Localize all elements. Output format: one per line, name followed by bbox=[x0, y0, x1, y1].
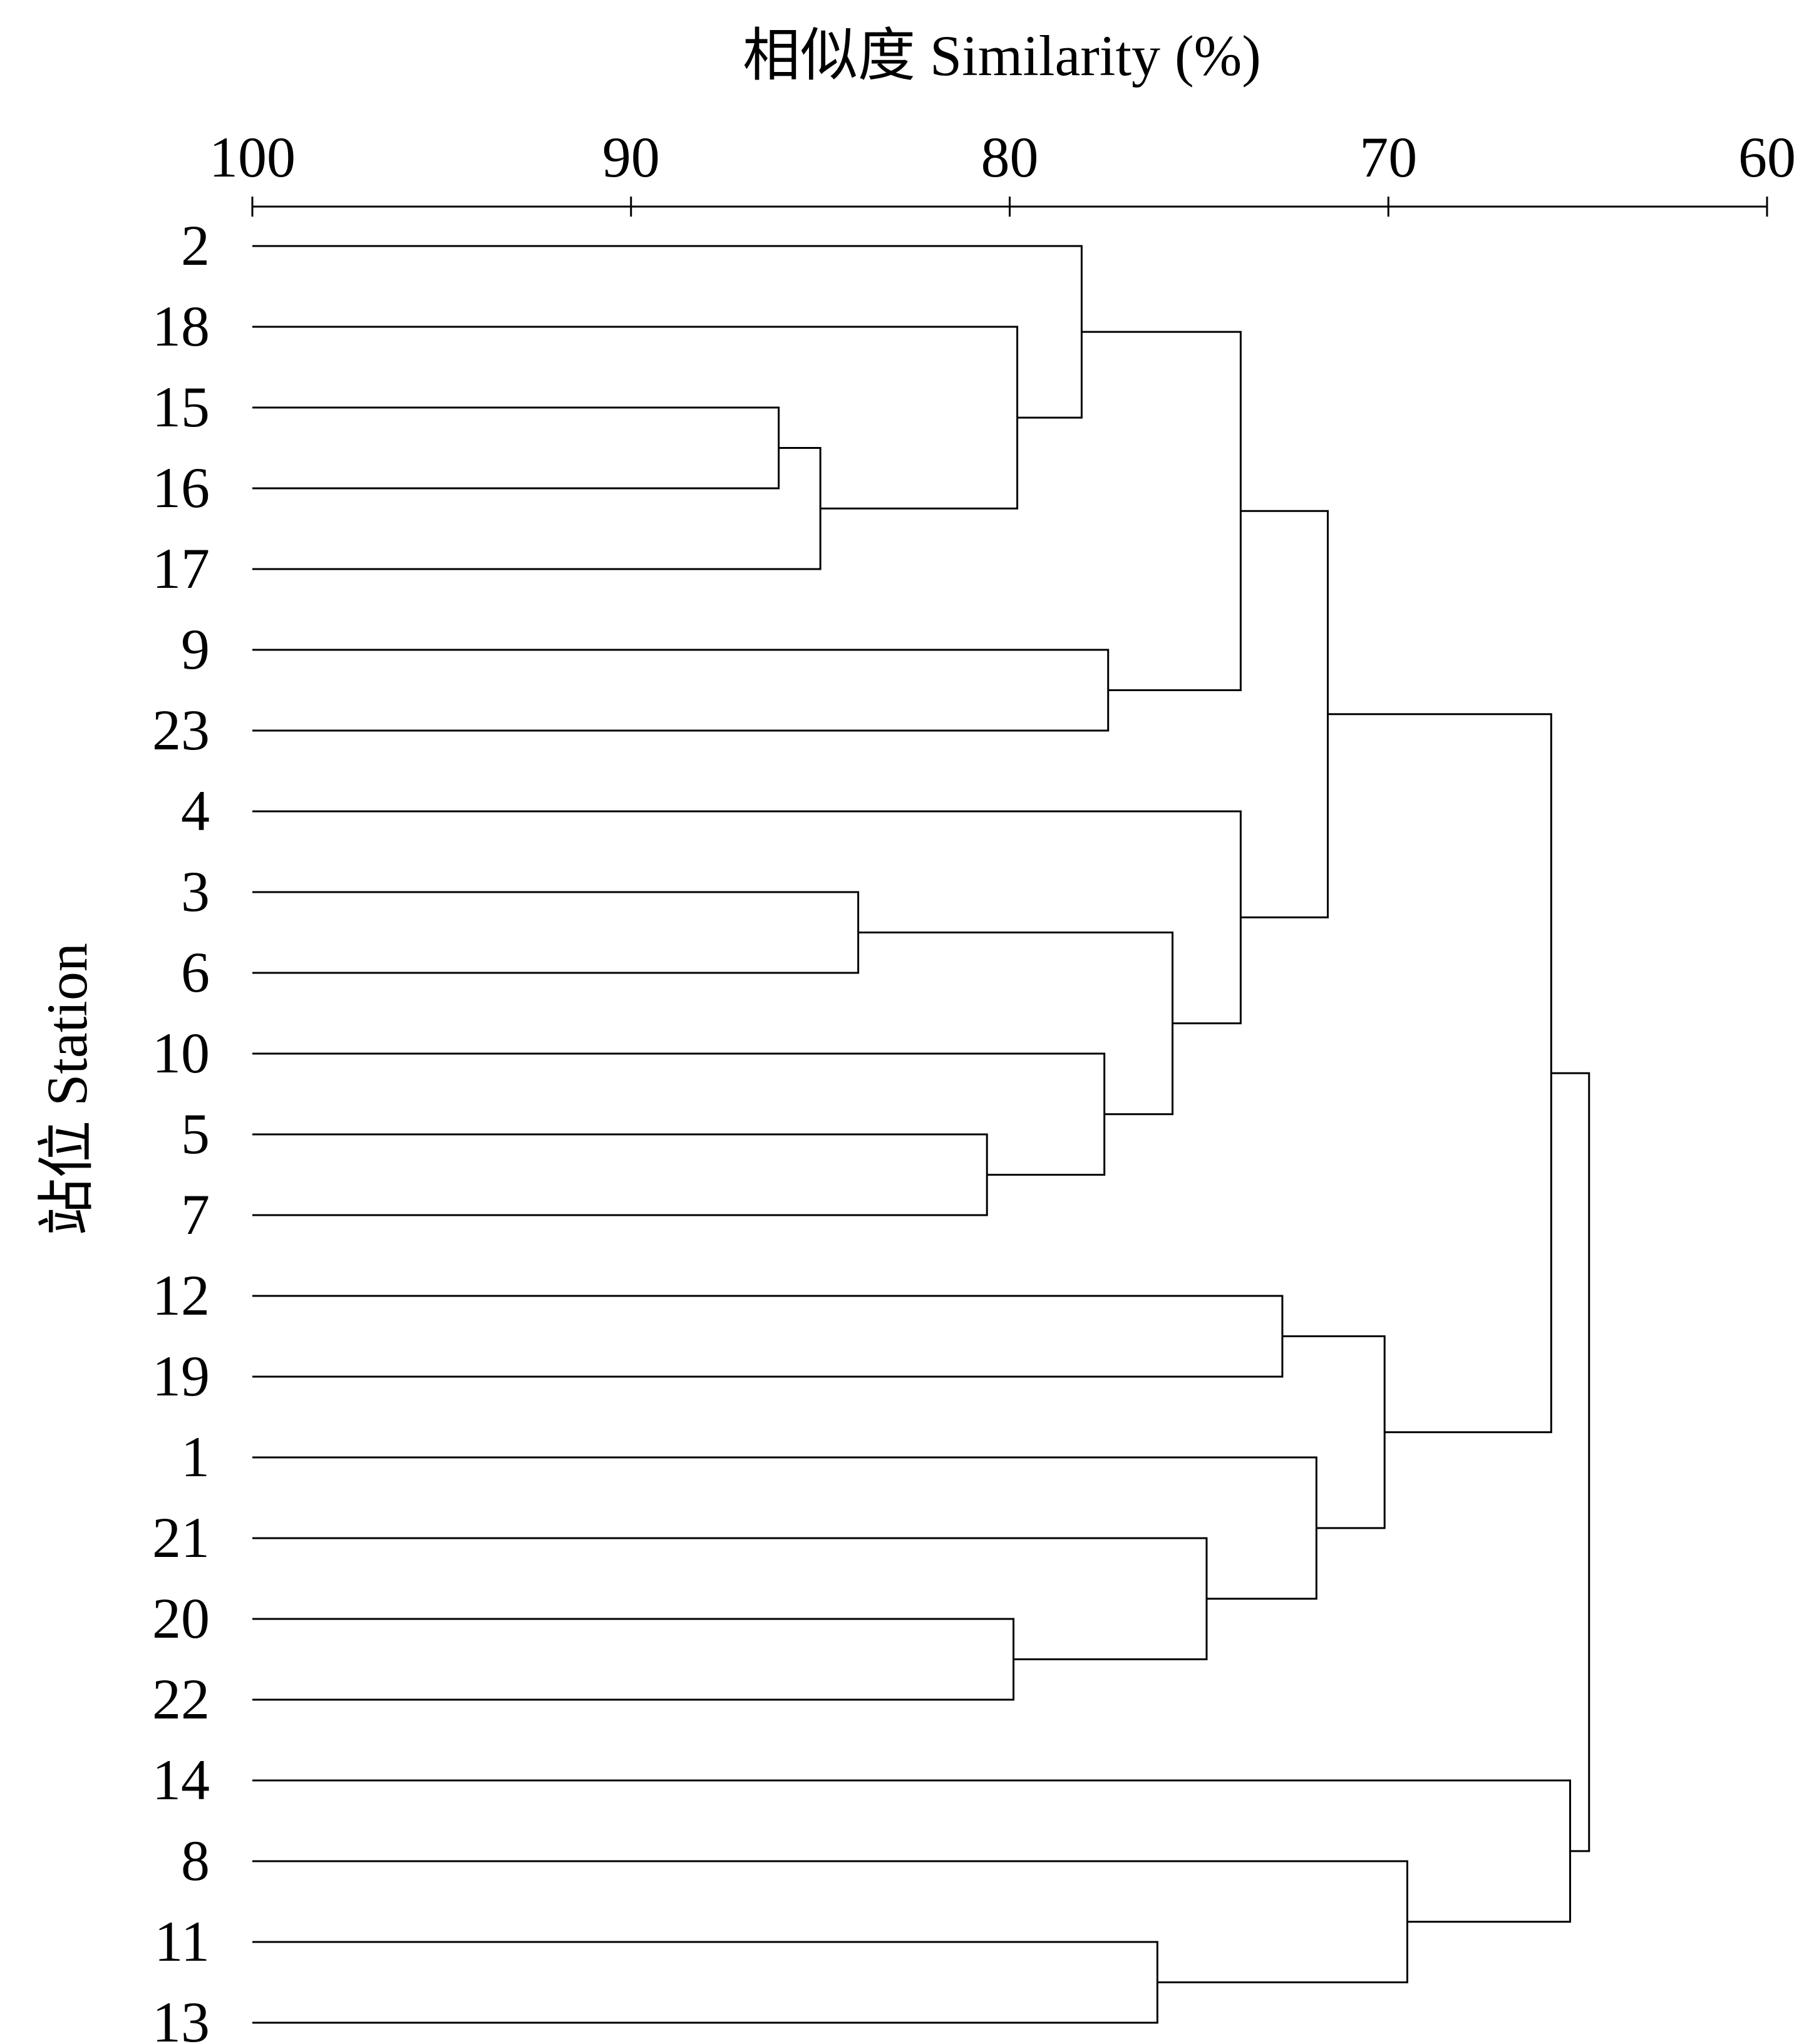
dendrogram-link bbox=[252, 1133, 988, 1216]
dendrogram-link-path bbox=[252, 406, 780, 490]
station-label: 16 bbox=[152, 456, 210, 520]
dendrogram-link-path bbox=[252, 1456, 1317, 1600]
dendrogram-link-path bbox=[1240, 510, 1329, 918]
dendrogram-link bbox=[1081, 331, 1242, 691]
station-label: 13 bbox=[152, 1990, 210, 2044]
station-label: 4 bbox=[181, 779, 210, 843]
dendrogram-link-path bbox=[252, 1537, 1208, 1660]
dendrogram-link bbox=[252, 891, 860, 974]
dendrogram-link-path bbox=[252, 1941, 1158, 2024]
station-label: 6 bbox=[181, 940, 210, 1004]
dendrogram-link-path bbox=[252, 891, 860, 974]
y-axis-title: 站位 Station bbox=[35, 943, 99, 1236]
x-axis-tick-label: 80 bbox=[981, 125, 1039, 189]
dendrogram-link-path bbox=[1551, 1072, 1590, 1852]
station-label: 2 bbox=[181, 213, 210, 277]
dendrogram-link-path bbox=[252, 1860, 1408, 1983]
dendrogram-link-path bbox=[252, 1052, 1106, 1176]
dendrogram-link bbox=[252, 1860, 1408, 1983]
station-label: 10 bbox=[152, 1021, 210, 1085]
dendrogram-link bbox=[252, 1779, 1572, 1923]
station-label: 15 bbox=[152, 375, 210, 439]
station-label: 14 bbox=[152, 1748, 210, 1812]
dendrogram-link bbox=[1327, 713, 1552, 1434]
dendrogram-link-path bbox=[252, 1618, 1015, 1701]
dendrogram-link bbox=[1551, 1072, 1590, 1852]
dendrogram-link-path bbox=[252, 649, 1110, 732]
station-label: 7 bbox=[181, 1183, 210, 1246]
station-label: 20 bbox=[152, 1586, 210, 1650]
station-label: 18 bbox=[152, 294, 210, 358]
x-axis-tick-label: 60 bbox=[1738, 125, 1796, 189]
station-label: 3 bbox=[181, 860, 210, 923]
station-label: 5 bbox=[181, 1102, 210, 1166]
dendrogram-link-path bbox=[1081, 331, 1242, 691]
dendrogram-link-path bbox=[252, 1779, 1572, 1923]
dendrogram-link-path bbox=[1282, 1335, 1386, 1529]
dendrogram-link bbox=[252, 447, 822, 570]
station-label: 9 bbox=[181, 617, 210, 681]
station-label: 12 bbox=[152, 1263, 210, 1327]
dendrogram-link-path bbox=[252, 447, 822, 570]
station-label: 17 bbox=[152, 537, 210, 600]
dendrogram-link bbox=[252, 1941, 1158, 2024]
dendrogram-link-path bbox=[252, 810, 1242, 1025]
dendrogram-tree bbox=[252, 245, 1590, 2024]
station-label: 8 bbox=[181, 1829, 210, 1892]
dendrogram-link-path bbox=[252, 1295, 1284, 1378]
dendrogram-link bbox=[252, 1456, 1317, 1600]
station-label: 23 bbox=[152, 698, 210, 762]
x-axis-title: 相似度 Similarity (%) bbox=[743, 24, 1261, 88]
dendrogram-link-path bbox=[1327, 713, 1552, 1434]
station-label: 21 bbox=[152, 1506, 210, 1569]
station-label: 1 bbox=[181, 1425, 210, 1489]
dendrogram-link bbox=[252, 1295, 1284, 1378]
dendrogram-link bbox=[858, 932, 1174, 1116]
dendrogram-link bbox=[1282, 1335, 1386, 1529]
station-label: 22 bbox=[152, 1667, 210, 1731]
dendrogram-link-path bbox=[252, 245, 1083, 419]
dendrogram-link-path bbox=[252, 1133, 988, 1216]
x-axis-tick-label: 70 bbox=[1359, 125, 1417, 189]
dendrogram-link bbox=[252, 326, 1019, 510]
dendrogram-link bbox=[252, 1052, 1106, 1176]
x-axis-tick-label: 100 bbox=[209, 125, 296, 189]
dendrogram-link-path bbox=[252, 326, 1019, 510]
dendrogram-link bbox=[252, 1537, 1208, 1660]
dendrogram-link bbox=[252, 810, 1242, 1025]
dendrogram-link bbox=[252, 406, 780, 490]
station-labels: 2 18 15 16 17 9 23 4 3 6 10 5 7 12 19 1 21 20 22 14 8 11 13 bbox=[152, 213, 210, 2044]
dendrogram-link bbox=[252, 245, 1083, 419]
x-axis-tick-label: 90 bbox=[602, 125, 660, 189]
dendrogram-link bbox=[252, 1618, 1015, 1701]
dendrogram-link bbox=[1240, 510, 1329, 918]
dendrogram-link bbox=[252, 649, 1110, 732]
dendrogram-link-path bbox=[858, 932, 1174, 1116]
station-label: 11 bbox=[154, 1909, 210, 1973]
station-label: 19 bbox=[152, 1344, 210, 1408]
similarity-axis: 100 90 80 70 60 bbox=[209, 125, 1796, 217]
